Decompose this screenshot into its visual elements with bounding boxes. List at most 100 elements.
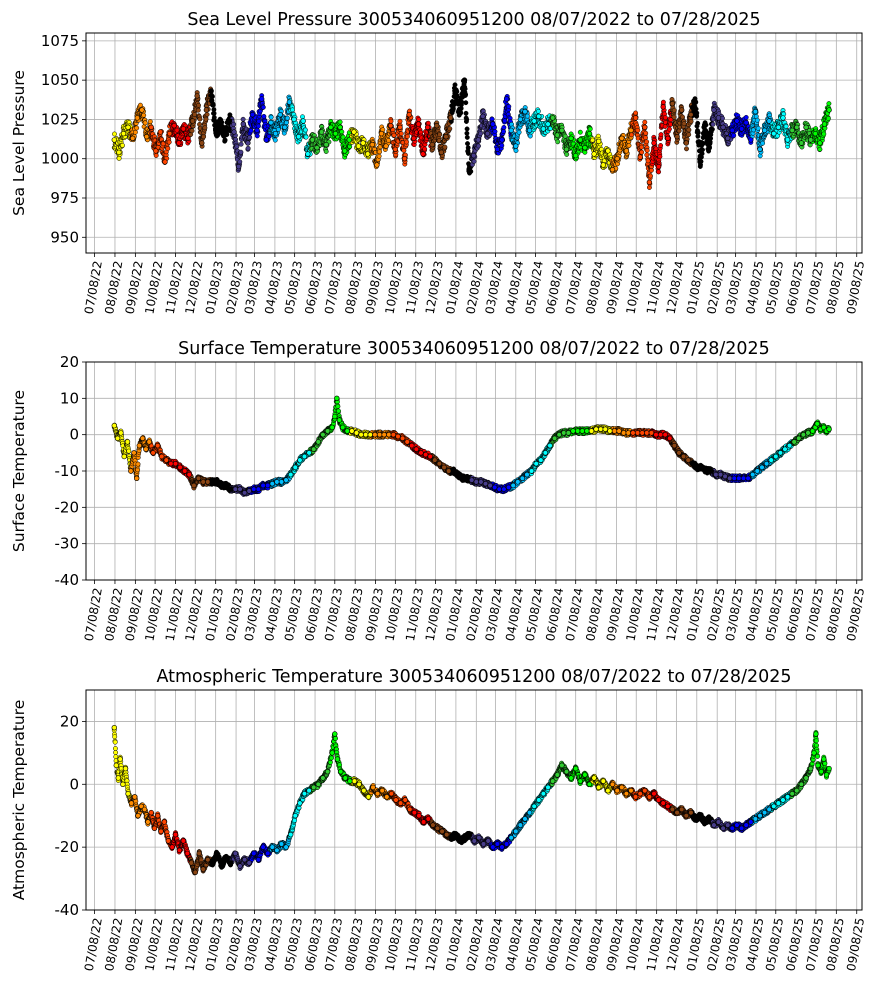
data-point [578, 130, 582, 134]
data-point [338, 120, 342, 124]
x-tick-label: 11/08/24 [644, 587, 667, 643]
data-point [273, 138, 277, 142]
data-point [687, 132, 691, 136]
data-point [565, 152, 569, 156]
data-point [693, 100, 698, 105]
data-point [405, 134, 409, 138]
data-point [386, 138, 390, 142]
data-point [296, 134, 301, 139]
data-point [555, 133, 560, 138]
data-point [644, 140, 648, 144]
data-point [696, 131, 700, 135]
data-point [794, 125, 799, 130]
x-tick-label: 08/08/22 [102, 260, 125, 316]
x-tick-label: 09/08/23 [363, 260, 386, 316]
x-tick-label: 07/08/24 [563, 587, 586, 643]
data-point [523, 109, 528, 114]
data-point [758, 147, 763, 152]
x-tick-label: 11/08/23 [403, 587, 426, 643]
x-tick-label: 10/08/22 [142, 260, 165, 316]
data-point [163, 160, 168, 165]
data-point [464, 111, 468, 115]
data-point [818, 141, 823, 146]
x-tick-label: 09/08/23 [363, 587, 386, 643]
data-point [255, 134, 259, 138]
x-tick-label: 06/08/25 [783, 587, 806, 643]
data-point [822, 122, 827, 127]
data-point [732, 133, 736, 137]
data-point [249, 129, 253, 133]
data-point [827, 108, 832, 113]
data-point [481, 114, 486, 119]
data-point [756, 126, 760, 130]
data-point [493, 129, 497, 133]
x-tick-label: 09/08/24 [604, 260, 627, 316]
data-point [135, 126, 139, 130]
data-point [615, 156, 620, 161]
data-point [684, 147, 688, 151]
x-tick-label: 08/08/25 [824, 587, 847, 643]
data-point [730, 128, 735, 133]
y-tick-label: 1050 [41, 71, 79, 89]
data-point [659, 132, 663, 136]
x-tick-label: 12/08/24 [664, 587, 687, 643]
data-point [246, 141, 251, 146]
data-point [287, 100, 292, 105]
x-tick-label: 10/08/22 [142, 587, 165, 643]
data-point [643, 136, 647, 140]
data-point [694, 107, 698, 111]
x-tick-label: 09/08/25 [844, 260, 867, 316]
data-point [227, 119, 232, 124]
data-point [767, 119, 772, 124]
data-point [211, 103, 215, 107]
data-point [818, 147, 822, 151]
data-point [167, 131, 172, 136]
data-point [388, 123, 393, 128]
data-point [232, 130, 237, 135]
data-point [370, 142, 375, 147]
data-point [711, 122, 715, 126]
data-point [333, 131, 338, 136]
data-point [338, 125, 343, 130]
x-tick-label: 12/08/23 [423, 260, 446, 316]
data-point [467, 167, 472, 172]
x-tick-label: 07/08/22 [82, 260, 105, 316]
data-point [402, 148, 406, 152]
data-point [679, 108, 684, 113]
x-tick-label: 09/08/22 [123, 260, 146, 316]
data-point [120, 143, 124, 147]
x-tick-label: 08/08/24 [583, 587, 606, 643]
x-tick-label: 12/08/24 [664, 260, 687, 316]
data-point [784, 124, 788, 128]
data-point [514, 148, 518, 152]
data-point [716, 116, 721, 121]
data-point [826, 116, 830, 120]
data-point [587, 131, 592, 136]
data-point [239, 142, 243, 146]
data-point [142, 113, 146, 117]
data-point [235, 144, 239, 148]
data-point [149, 125, 154, 130]
data-point [140, 108, 145, 113]
data-point [398, 119, 402, 123]
x-tick-label: 06/08/25 [783, 260, 806, 316]
data-point [744, 115, 748, 119]
data-point [375, 163, 380, 168]
x-tick-label: 08/08/23 [342, 587, 365, 643]
x-tick-label: 10/08/24 [623, 587, 646, 643]
data-point [402, 156, 407, 161]
data-point [647, 180, 652, 185]
data-point [379, 131, 384, 136]
data-point [495, 147, 500, 152]
x-tick-label: 04/08/23 [262, 587, 285, 643]
data-point [748, 138, 753, 143]
data-point [658, 154, 662, 158]
data-point [466, 146, 470, 150]
x-tick-label: 01/08/24 [443, 260, 466, 316]
data-point [130, 136, 135, 141]
data-point [500, 138, 505, 143]
data-point [117, 150, 122, 155]
data-point [525, 114, 529, 118]
data-point [144, 134, 149, 139]
data-point [827, 101, 831, 105]
